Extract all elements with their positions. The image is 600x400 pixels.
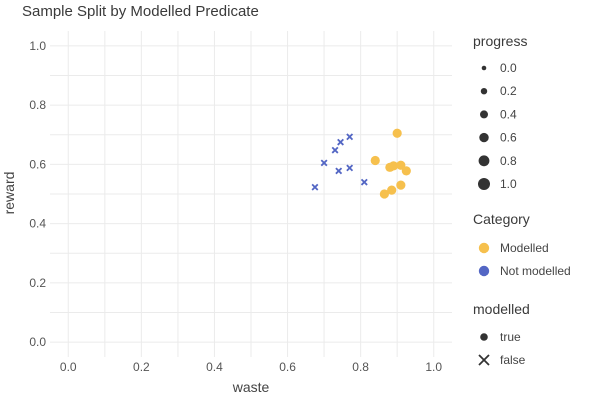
- size-legend-label: 0.8: [500, 154, 517, 168]
- color-legend-label: Not modelled: [500, 264, 571, 278]
- shape-legend-label: false: [500, 353, 526, 367]
- size-legend-label: 0.0: [500, 61, 517, 75]
- data-point-modelled: [388, 161, 399, 171]
- x-tick-label: 1.0: [425, 360, 442, 374]
- size-legend-key: [480, 110, 488, 119]
- y-tick-label: 0.4: [29, 217, 46, 231]
- y-tick-label: 0.8: [29, 98, 46, 112]
- y-axis-title: reward: [1, 172, 17, 215]
- shape-legend-circle-key: [480, 333, 488, 341]
- data-point-not-modelled: [320, 159, 328, 167]
- data-point-not-modelled: [331, 146, 339, 154]
- y-tick-label: 0.0: [29, 335, 46, 349]
- grid-lines: [50, 31, 452, 357]
- color-legend-label: Modelled: [500, 241, 549, 255]
- color-legend-key: [478, 265, 490, 277]
- data-point-not-modelled: [337, 138, 344, 146]
- data-point-not-modelled: [346, 133, 354, 141]
- size-legend-label: 0.4: [500, 107, 517, 121]
- size-legend-key: [481, 65, 487, 71]
- size-legend-key: [478, 155, 490, 167]
- y-tick-label: 0.6: [29, 157, 46, 171]
- size-legend-label: 1.0: [500, 177, 517, 191]
- data-point-modelled: [370, 155, 380, 166]
- x-tick-label: 0.4: [206, 360, 223, 374]
- x-tick-label: 0.2: [133, 360, 150, 374]
- x-axis-title: waste: [232, 379, 270, 395]
- x-tick-label: 0.0: [60, 360, 77, 374]
- size-legend-title: progress: [473, 33, 527, 49]
- data-point-not-modelled: [335, 167, 343, 175]
- x-tick-label: 0.8: [352, 360, 369, 374]
- color-legend: Category Modelled Not modelled: [473, 211, 571, 278]
- data-point-not-modelled: [346, 164, 354, 172]
- size-legend-key: [479, 132, 489, 143]
- data-point-modelled: [396, 160, 406, 170]
- data-point-modelled: [396, 180, 406, 190]
- shape-legend-title: modelled: [473, 301, 530, 317]
- shape-legend-label: true: [500, 330, 521, 344]
- data-point-not-modelled: [311, 183, 319, 191]
- color-legend-key: [478, 242, 490, 254]
- shape-legend: modelled true false: [473, 301, 530, 367]
- x-tick-label: 0.6: [279, 360, 296, 374]
- color-legend-title: Category: [473, 211, 530, 227]
- size-legend: progress 0.0 0.2 0.4 0.6 0.8 1.0: [473, 33, 527, 191]
- data-points: [311, 128, 411, 199]
- size-legend-key: [480, 88, 488, 95]
- data-point-not-modelled: [360, 178, 368, 186]
- y-tick-label: 1.0: [29, 39, 46, 53]
- data-point-modelled: [387, 185, 397, 195]
- data-point-modelled: [392, 128, 402, 138]
- chart-title: Sample Split by Modelled Predicate: [22, 3, 259, 20]
- y-tick-label: 0.2: [29, 276, 46, 290]
- data-point-modelled: [401, 166, 411, 176]
- shape-legend-x-key: [478, 354, 490, 366]
- x-axis-ticks: 0.0 0.2 0.4 0.6 0.8 1.0: [60, 360, 442, 374]
- size-legend-label: 0.6: [500, 131, 517, 145]
- y-axis-ticks: 0.0 0.2 0.4 0.6 0.8 1.0: [29, 39, 46, 349]
- data-point-modelled: [379, 189, 389, 199]
- size-legend-label: 0.2: [500, 84, 517, 98]
- size-legend-key: [478, 178, 490, 190]
